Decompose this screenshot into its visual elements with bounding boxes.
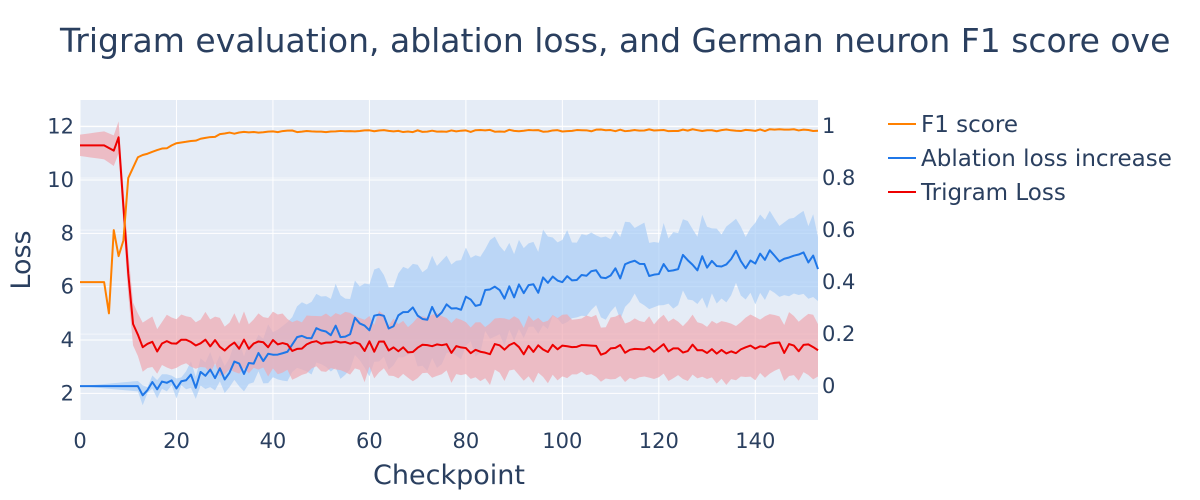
y-axis-title: Loss	[6, 230, 37, 289]
x-tick-label: 80	[453, 429, 480, 453]
trigram-loss-line	[80, 136, 819, 356]
y-tick-label: 4	[61, 328, 74, 352]
y-tick-label: 6	[61, 275, 74, 299]
x-tick-label: 40	[260, 429, 287, 453]
chart-title: Trigram evaluation, ablation loss, and G…	[59, 21, 1170, 60]
ablation-loss-increase-line	[80, 249, 819, 397]
x-tick-label: 100	[542, 429, 582, 453]
x-tick-label: 120	[639, 429, 679, 453]
x-tick-label: 140	[735, 429, 775, 453]
error-bands	[80, 121, 818, 406]
series-lines	[80, 128, 819, 397]
x-tick-label: 0	[73, 429, 86, 453]
y2-tick-label: 0.8	[822, 166, 855, 190]
y2-tick-label: 1	[822, 114, 835, 138]
y-tick-label: 8	[61, 221, 74, 245]
f1-score-line	[80, 128, 819, 315]
x-tick-label: 60	[356, 429, 383, 453]
legend-label: F1 score	[921, 112, 1018, 138]
y2-tick-label: 0.2	[822, 322, 855, 346]
legend-label: Ablation loss increase	[921, 146, 1172, 172]
y2-tick-label: 0.6	[822, 218, 855, 242]
y2-tick-label: 0	[822, 374, 835, 398]
y-tick-label: 2	[61, 381, 74, 405]
trigram-loss-band	[80, 121, 818, 385]
x-tick-label: 20	[163, 429, 190, 453]
y2-tick-label: 0.4	[822, 270, 855, 294]
legend: F1 score Ablation loss increase Trigram Lo…	[888, 112, 1172, 206]
x-axis-title: Checkpoint	[373, 460, 525, 491]
y-tick-label: 10	[47, 168, 74, 192]
legend-label: Trigram Loss	[920, 180, 1066, 206]
y-tick-label: 12	[47, 115, 74, 139]
